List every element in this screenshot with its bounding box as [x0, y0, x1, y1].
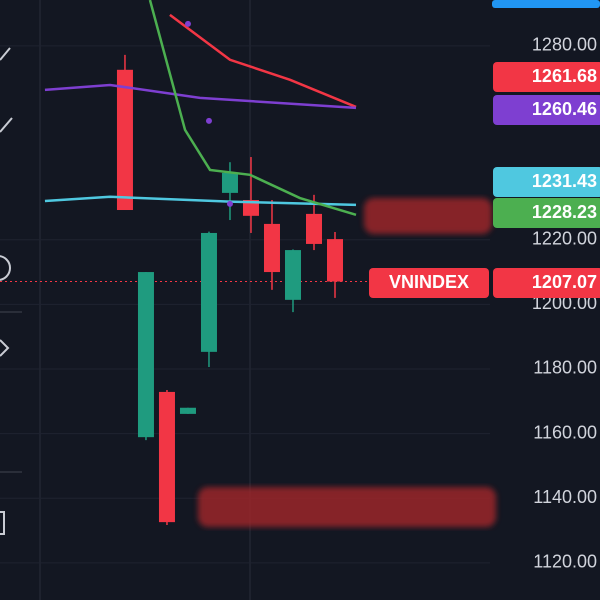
y-tick-label: 1220.00 [532, 228, 597, 248]
candle-body [137, 272, 154, 438]
price-badge-text: 1228.23 [532, 202, 597, 222]
price-badge [493, 198, 600, 228]
toolbar[interactable] [0, 47, 22, 535]
price-badge-text: 1260.46 [532, 99, 597, 119]
symbol-badge [369, 268, 489, 298]
plot [0, 0, 490, 564]
y-tick-label: 1160.00 [533, 422, 597, 442]
y-tick-label: 1280.00 [532, 35, 597, 55]
price-badge-text: 1207.07 [532, 272, 597, 292]
indicator-dot [205, 117, 212, 124]
candle-body [263, 223, 280, 273]
tool-icon[interactable] [0, 47, 11, 61]
price-badge-text: 1231.43 [532, 171, 597, 191]
indicator-line [44, 195, 357, 207]
price-badge [493, 95, 600, 125]
candle-body [221, 172, 238, 193]
candle-body [242, 200, 259, 216]
price-badge-text: 1261.68 [532, 66, 597, 86]
candle-body [305, 213, 322, 244]
candle-body [116, 69, 133, 211]
y-tick-label: 1180.00 [533, 358, 597, 378]
tool-icon[interactable] [0, 255, 11, 281]
price-badge [493, 167, 600, 197]
symbol-label: VNINDEX [389, 272, 469, 292]
redaction [364, 198, 492, 234]
candle-body [179, 407, 196, 414]
y-tick-label: 1120.00 [533, 552, 597, 572]
tool-icon[interactable] [0, 511, 5, 535]
tool-icon[interactable] [0, 117, 13, 133]
redaction [198, 487, 496, 527]
y-tick-label: 1200.00 [532, 293, 597, 313]
price-badge [493, 62, 600, 92]
candle-body [200, 232, 217, 352]
indicator-dot [184, 20, 191, 27]
candle-body [326, 239, 343, 282]
price-badge [493, 268, 600, 298]
indicator-line [148, 0, 357, 217]
tool-icon[interactable] [0, 339, 10, 357]
indicator-line [44, 83, 357, 110]
indicator-line [169, 13, 357, 109]
partial-badge [492, 0, 600, 8]
y-tick-label: 1140.00 [533, 487, 597, 507]
indicator-dot [226, 200, 233, 207]
candle-body [284, 250, 301, 300]
candle-body [158, 391, 175, 523]
